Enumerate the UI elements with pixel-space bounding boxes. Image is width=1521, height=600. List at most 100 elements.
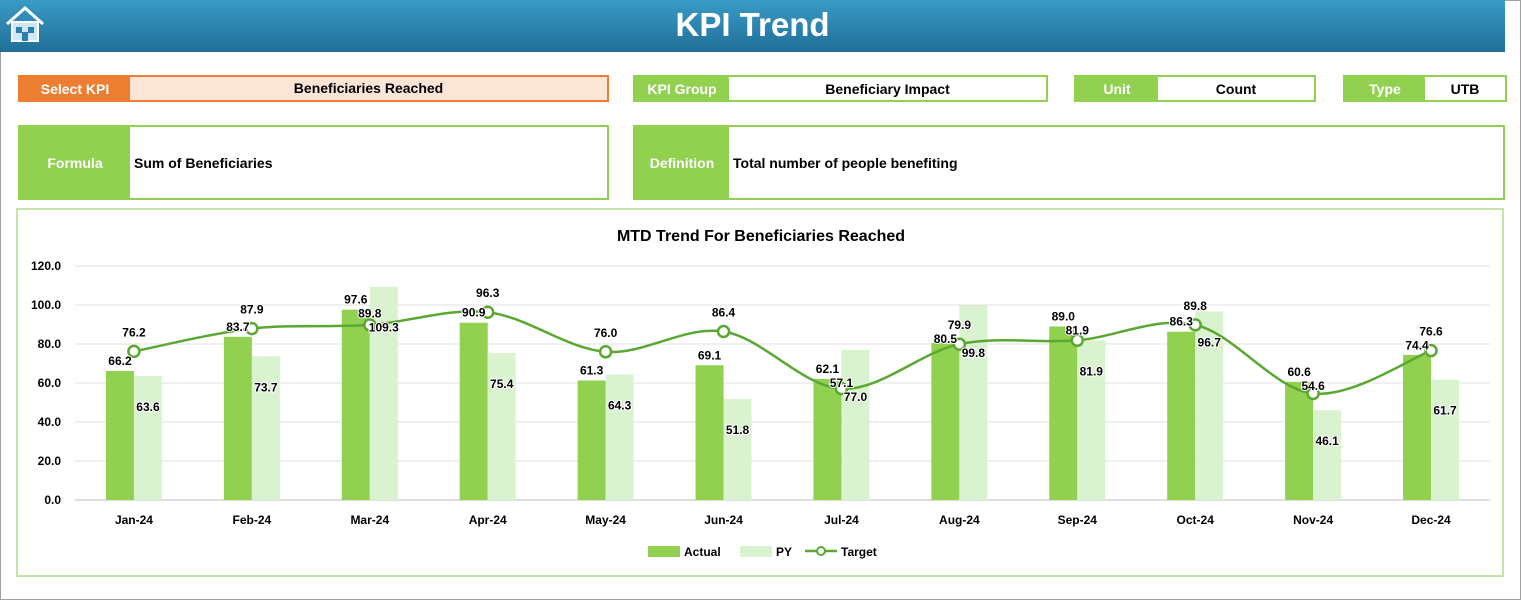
py-data-label: 63.6 [136,400,160,414]
x-tick-label: Feb-24 [233,513,272,527]
py-data-label: 46.1 [1315,434,1339,448]
legend-target-marker [816,546,826,556]
py-data-label: 109.3 [369,321,399,335]
target-marker [952,337,967,351]
page-title: KPI Trend [675,6,830,43]
actual-data-label: 83.7 [226,320,250,334]
target-data-label: 79.9 [948,318,972,332]
unit-field: Unit Count [1074,75,1316,102]
legend-target-label: Target [841,545,877,559]
home-icon[interactable] [4,4,46,44]
x-tick-label: Apr-24 [469,513,507,527]
actual-data-label: 66.2 [108,354,132,368]
py-data-label: 99.8 [962,346,986,360]
kpi-group-field: KPI Group Beneficiary Impact [633,75,1048,102]
x-tick-label: Jan-24 [115,513,153,527]
actual-data-label: 97.6 [344,293,368,307]
actual-data-label: 86.3 [1170,315,1194,329]
target-data-label: 76.2 [122,325,146,339]
actual-data-label: 90.9 [462,306,486,320]
target-line [133,310,1432,395]
actual-data-label: 61.3 [580,363,604,377]
kpi-group-value: Beneficiary Impact [825,80,950,97]
header-bar: KPI Trend [0,0,1505,52]
type-value: UTB [1450,80,1480,97]
py-data-label: 51.8 [726,423,750,437]
actual-bar [1403,354,1432,500]
target-data-label: 76.0 [594,326,618,340]
definition-label: Definition [635,127,729,198]
definition-value: Total number of people benefiting [733,154,958,171]
actual-bar [1049,326,1078,500]
formula-value: Sum of Beneficiaries [134,154,273,171]
legend-py-swatch [740,546,772,557]
py-data-label: 75.4 [490,377,514,391]
select-kpi-dropdown[interactable]: Beneficiaries Reached [130,77,607,100]
target-data-label: 89.8 [1184,299,1208,313]
target-marker [1306,386,1320,401]
select-kpi-field[interactable]: Select KPI Beneficiaries Reached [18,75,609,102]
target-data-label: 87.9 [240,303,264,317]
kpi-group-label: KPI Group [635,77,729,100]
actual-bar [1285,381,1314,500]
x-tick-label: Dec-24 [1411,513,1451,527]
py-bar [841,349,870,500]
target-data-label: 76.6 [1419,325,1443,339]
actual-bar [223,336,252,500]
target-data-label: 81.9 [1066,323,1090,337]
actual-bar [105,370,134,500]
chart-title: MTD Trend For Beneficiaries Reached [617,228,905,245]
legend-actual-label: Actual [684,545,721,559]
type-label: Type [1345,77,1425,100]
x-tick-label: Nov-24 [1293,513,1333,527]
y-tick-label: 20.0 [38,454,62,468]
unit-label: Unit [1076,77,1158,100]
actual-data-label: 89.0 [1052,309,1076,323]
target-marker [834,381,849,396]
py-bar [605,374,634,500]
target-marker [480,305,495,319]
type-field: Type UTB [1343,75,1507,102]
py-bar [1431,379,1460,500]
actual-bar [341,309,370,500]
target-data-label: 86.4 [712,306,736,320]
y-tick-label: 40.0 [38,415,62,429]
actual-bar [577,380,606,500]
x-tick-label: Aug-24 [939,513,980,527]
x-tick-label: Jul-24 [824,513,859,527]
formula-label: Formula [20,127,130,198]
definition-field: Definition Total number of people benefi… [633,125,1505,200]
x-tick-label: May-24 [585,513,626,527]
target-marker [1070,333,1085,348]
py-data-label: 96.7 [1198,335,1222,349]
y-tick-label: 80.0 [38,337,62,351]
actual-bar [459,322,488,500]
target-data-label: 89.8 [358,307,382,321]
py-bar [1077,340,1106,500]
legend-py-label: PY [776,545,792,559]
py-bar [487,352,516,500]
select-kpi-label: Select KPI [20,77,130,100]
py-data-label: 73.7 [254,380,278,394]
py-bar [133,375,162,500]
py-bar [1313,410,1342,500]
actual-data-label: 74.4 [1405,339,1429,353]
actual-data-label: 80.5 [934,332,958,346]
target-marker [1424,343,1438,358]
actual-data-label: 60.6 [1287,365,1311,379]
target-marker [127,344,141,359]
target-marker [716,324,731,339]
target-marker [363,318,377,332]
py-bar [251,356,280,500]
y-tick-label: 120.0 [31,259,61,273]
unit-value: Count [1215,80,1257,97]
py-data-label: 81.9 [1080,364,1104,378]
x-tick-label: Jun-24 [704,513,743,527]
actual-bar [931,343,960,500]
x-tick-label: Sep-24 [1058,513,1098,527]
py-data-label: 61.7 [1433,404,1457,418]
py-bar [723,398,752,500]
target-data-label: 57.1 [830,376,854,390]
legend-actual-swatch [648,546,680,557]
